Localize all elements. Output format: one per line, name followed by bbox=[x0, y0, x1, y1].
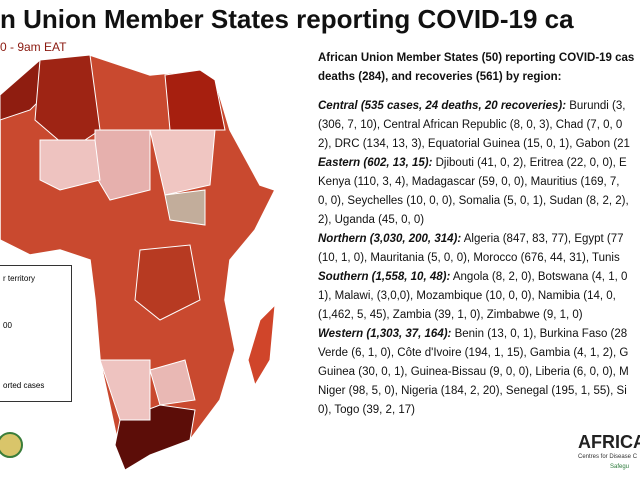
region-lead: Western (1,303, 37, 164): bbox=[318, 328, 452, 340]
text-line: Central (535 cases, 24 deaths, 20 recove… bbox=[318, 100, 625, 112]
region-text: 0), Togo (39, 2, 17) bbox=[318, 404, 415, 416]
region-text: Algeria (847, 83, 77), Egypt (77 bbox=[461, 233, 624, 245]
region-text: Burundi (3, bbox=[566, 100, 626, 112]
region-text: Djibouti (41, 0, 2), Eritrea (22, 0, 0),… bbox=[432, 157, 627, 169]
region-text: 2), DRC (134, 13, 3), Equatorial Guinea … bbox=[318, 138, 630, 150]
text-line: 2), Uganda (45, 0, 0) bbox=[318, 214, 424, 226]
text-line: Verde (6, 1, 0), Côte d'Ivoire (194, 1, … bbox=[318, 347, 628, 359]
text-line: Southern (1,558, 10, 48): Angola (8, 2, … bbox=[318, 271, 627, 283]
text-line: 1), Malawi, (3,0,0), Mozambique (10, 0, … bbox=[318, 290, 616, 302]
text-line: Northern (3,030, 200, 314): Algeria (847… bbox=[318, 233, 624, 245]
legend-text: 00 bbox=[3, 321, 12, 330]
text-line: (10, 1, 0), Mauritania (5, 0, 0), Morocc… bbox=[318, 252, 620, 264]
text-line: Eastern (602, 13, 15): Djibouti (41, 0, … bbox=[318, 157, 627, 169]
region-lead: Central (535 cases, 24 deaths, 20 recove… bbox=[318, 100, 567, 112]
text-line: Guinea (30, 0, 1), Guinea-Bissau (9, 0, … bbox=[318, 366, 629, 378]
africa-map bbox=[0, 54, 277, 472]
au-logo bbox=[0, 432, 23, 458]
logo-name: AFRICA bbox=[578, 432, 640, 452]
region-lead: Northern (3,030, 200, 314): bbox=[318, 233, 462, 245]
region-text: Benin (13, 0, 1), Burkina Faso (28 bbox=[451, 328, 628, 340]
summary-line: African Union Member States (50) reporti… bbox=[318, 52, 635, 64]
text-line: Niger (98, 5, 0), Nigeria (184, 2, 20), … bbox=[318, 385, 627, 397]
legend: r territory 00 orted cases bbox=[0, 265, 72, 402]
region-text: 1), Malawi, (3,0,0), Mozambique (10, 0, … bbox=[318, 290, 616, 302]
region-lead: Eastern (602, 13, 15): bbox=[318, 157, 433, 169]
logo-line: Centres for Disease C bbox=[578, 454, 638, 460]
summary-line: deaths (284), and recoveries (561) by re… bbox=[318, 71, 562, 83]
legend-text: r territory bbox=[3, 274, 35, 283]
text-line: (1,462, 5, 45), Zambia (39, 1, 0), Zimba… bbox=[318, 309, 583, 321]
region-text: 0, 0), Seychelles (10, 0, 0), Somalia (5… bbox=[318, 195, 629, 207]
text-line: Western (1,303, 37, 164): Benin (13, 0, … bbox=[318, 328, 627, 340]
region-text: (1,462, 5, 45), Zambia (39, 1, 0), Zimba… bbox=[318, 309, 583, 321]
logo-line: Safegu bbox=[610, 464, 630, 470]
text-line: 2), DRC (134, 13, 3), Equatorial Guinea … bbox=[318, 138, 630, 150]
region-text: Kenya (110, 3, 4), Madagascar (59, 0, 0)… bbox=[318, 176, 620, 188]
region-text: 2), Uganda (45, 0, 0) bbox=[318, 214, 425, 226]
text-line: 0), Togo (39, 2, 17) bbox=[318, 404, 415, 416]
region-text: Verde (6, 1, 0), Côte d'Ivoire (194, 1, … bbox=[318, 347, 629, 359]
text-line: Kenya (110, 3, 4), Madagascar (59, 0, 0)… bbox=[318, 176, 620, 188]
text-line: 0, 0), Seychelles (10, 0, 0), Somalia (5… bbox=[318, 195, 629, 207]
region-text: Niger (98, 5, 0), Nigeria (184, 2, 20), … bbox=[318, 385, 627, 397]
region-text: (10, 1, 0), Mauritania (5, 0, 0), Morocc… bbox=[318, 252, 620, 264]
text-line: (306, 7, 10), Central African Republic (… bbox=[318, 119, 622, 131]
region-lead: Southern (1,558, 10, 48): bbox=[318, 271, 451, 283]
region-text: Guinea (30, 0, 1), Guinea-Bissau (9, 0, … bbox=[318, 366, 629, 378]
title: n Union Member States reporting COVID-19… bbox=[0, 4, 574, 34]
region-text: Angola (8, 2, 0), Botswana (4, 1, 0 bbox=[450, 271, 628, 283]
region-text: (306, 7, 10), Central African Republic (… bbox=[318, 119, 623, 131]
subtitle: 0 - 9am EAT bbox=[0, 40, 67, 54]
legend-text: orted cases bbox=[3, 381, 45, 390]
